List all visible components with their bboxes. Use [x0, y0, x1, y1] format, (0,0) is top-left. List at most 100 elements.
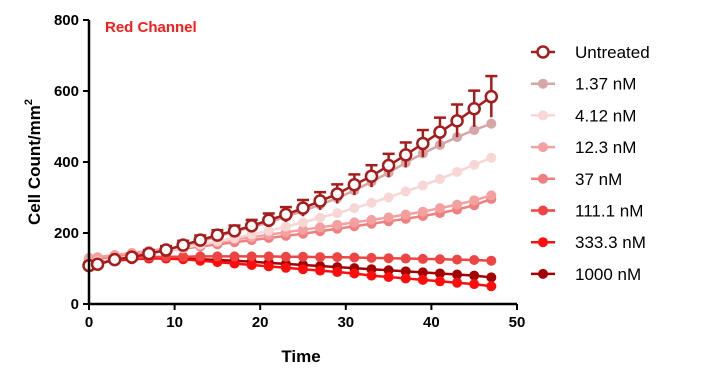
legend-label: 1.37 nM	[575, 75, 636, 94]
x-tick-label: 50	[509, 314, 526, 331]
data-point	[417, 180, 428, 191]
data-point	[452, 269, 463, 280]
data-point	[330, 187, 344, 201]
legend-label: 4.12 nM	[575, 106, 636, 125]
data-point	[229, 258, 240, 269]
legend-label: 12.3 nM	[575, 138, 636, 157]
data-point	[417, 274, 428, 285]
data-point	[296, 201, 310, 215]
data-point	[469, 254, 480, 265]
data-point	[434, 203, 445, 214]
data-point	[313, 194, 327, 208]
legend-marker	[538, 78, 548, 89]
data-point	[484, 89, 499, 104]
data-point	[452, 166, 463, 177]
data-point	[176, 238, 190, 252]
data-point	[315, 222, 326, 233]
data-point	[212, 251, 223, 262]
data-point	[452, 199, 463, 210]
data-point	[416, 136, 430, 151]
legend-marker	[538, 142, 548, 153]
y-tick-label: 800	[54, 12, 79, 29]
data-point	[262, 213, 276, 227]
data-point	[433, 125, 447, 139]
data-point	[434, 174, 445, 185]
data-point	[366, 270, 377, 281]
data-point	[227, 224, 242, 238]
data-point	[332, 267, 343, 278]
x-axis-title: Time	[281, 347, 320, 366]
data-point	[244, 219, 259, 233]
data-point	[450, 114, 464, 128]
data-point	[469, 195, 480, 206]
x-tick-label: 20	[252, 314, 269, 331]
data-point	[486, 255, 497, 266]
x-tick-label: 10	[166, 314, 183, 331]
data-point	[383, 212, 394, 223]
data-point	[246, 259, 257, 270]
data-point	[347, 177, 362, 192]
legend-label: 111.1 nM	[575, 202, 643, 221]
legend-marker	[536, 45, 550, 59]
data-point	[298, 251, 308, 262]
x-tick-label: 30	[337, 314, 354, 331]
data-point	[349, 217, 360, 228]
legend-item: 333.3 nM	[531, 233, 646, 252]
data-point	[400, 253, 411, 264]
data-point	[469, 159, 480, 170]
y-axis-title-superscript: 2	[23, 99, 35, 105]
data-point	[486, 118, 497, 129]
data-point	[280, 221, 291, 232]
legend-item: 4.12 nM	[531, 106, 636, 125]
data-point	[107, 252, 122, 267]
data-point	[246, 251, 257, 262]
data-point	[400, 186, 411, 197]
legend-marker	[538, 237, 548, 248]
legend-item: 111.1 nM	[531, 202, 643, 221]
data-point	[263, 261, 274, 272]
data-point	[434, 276, 445, 287]
data-point	[263, 225, 274, 236]
data-point	[381, 158, 396, 173]
y-tick-label: 400	[54, 154, 79, 171]
data-point	[193, 233, 208, 247]
data-point	[125, 250, 139, 264]
data-point	[486, 190, 497, 201]
data-point	[383, 192, 394, 203]
data-point	[467, 102, 481, 116]
data-point	[452, 254, 463, 265]
data-point	[142, 246, 156, 261]
y-axis-title: Cell Count/mm2	[23, 99, 44, 225]
data-point	[400, 266, 411, 277]
data-point	[434, 254, 445, 265]
y-axis-title-text: Cell Count/mm	[25, 105, 44, 225]
data-point	[280, 262, 291, 273]
data-point	[298, 224, 308, 235]
data-point	[210, 228, 225, 242]
data-point	[159, 243, 173, 257]
y-tick-label: 0	[71, 296, 79, 313]
data-point	[315, 212, 326, 223]
legend-label: 37 nM	[575, 170, 622, 189]
data-point	[366, 197, 377, 208]
data-point	[417, 206, 428, 217]
data-point	[366, 214, 377, 225]
legend-item: 37 nM	[531, 170, 622, 189]
data-point	[400, 273, 411, 284]
legend: Untreated 1.37 nM 4.12 nM 12.3 nM 37 nM 111.1…	[531, 43, 650, 284]
legend-item: 1.37 nM	[531, 75, 636, 94]
data-point	[263, 251, 274, 262]
data-point	[486, 281, 497, 292]
ticks-layer: 0 10 20 30 40 50 0 200 400 600 800	[54, 12, 525, 331]
data-point	[486, 272, 497, 283]
data-point	[332, 252, 343, 263]
data-point	[452, 277, 463, 288]
series-untreated	[82, 74, 499, 273]
data-point	[195, 251, 206, 262]
data-point	[417, 267, 428, 278]
legend-item: 12.3 nM	[531, 138, 636, 157]
data-point	[434, 268, 445, 279]
legend-label: 1000 nM	[575, 265, 641, 284]
legend-marker	[538, 110, 548, 121]
data-point	[315, 265, 326, 276]
